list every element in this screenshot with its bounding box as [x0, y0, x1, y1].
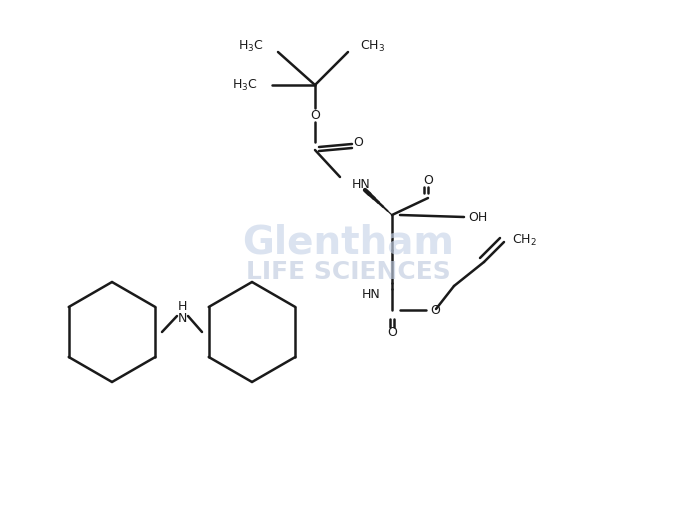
Text: LIFE SCIENCES: LIFE SCIENCES: [246, 260, 450, 284]
Text: Glentham: Glentham: [242, 223, 454, 261]
Text: O: O: [430, 304, 440, 317]
Text: HN: HN: [352, 177, 371, 190]
Text: O: O: [353, 136, 363, 149]
Text: O: O: [423, 174, 433, 187]
Text: H: H: [177, 300, 187, 313]
Text: N: N: [177, 311, 187, 324]
Text: O: O: [310, 109, 320, 122]
Text: H$_3$C: H$_3$C: [239, 38, 264, 54]
Text: O: O: [387, 326, 397, 339]
Text: HN: HN: [361, 289, 380, 302]
Text: OH: OH: [468, 211, 487, 224]
Text: H$_3$C: H$_3$C: [232, 77, 258, 93]
Text: CH$_3$: CH$_3$: [360, 38, 385, 54]
Text: CH$_2$: CH$_2$: [512, 232, 537, 248]
